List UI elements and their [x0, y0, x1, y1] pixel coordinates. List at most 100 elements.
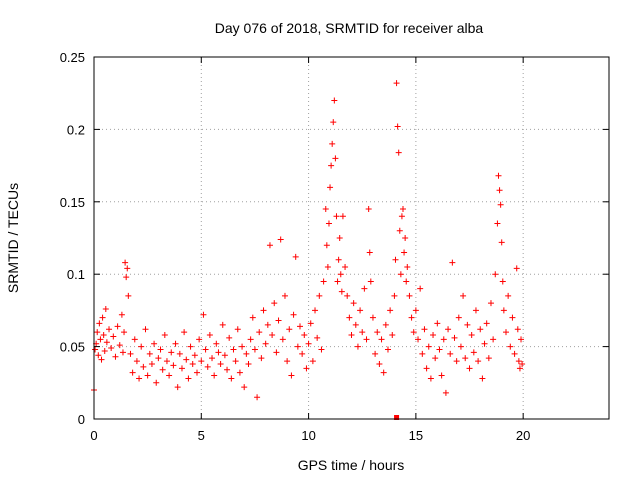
data-point — [485, 355, 492, 362]
data-point — [232, 358, 239, 365]
data-point — [336, 235, 343, 241]
data-point — [438, 372, 445, 379]
data-point — [337, 271, 344, 278]
data-point — [273, 349, 280, 356]
data-point — [290, 311, 297, 318]
data-point — [403, 278, 410, 285]
data-point — [97, 336, 104, 343]
data-point — [112, 353, 119, 360]
data-point — [213, 340, 220, 347]
data-point — [224, 366, 231, 373]
data-point — [294, 343, 301, 350]
data-point — [196, 336, 203, 343]
data-point — [198, 358, 205, 365]
data-point — [359, 329, 366, 336]
data-point — [440, 336, 447, 343]
data-point — [505, 292, 512, 299]
data-point — [391, 292, 398, 299]
data-point — [401, 249, 408, 256]
data-point — [221, 352, 228, 359]
data-point — [363, 336, 370, 343]
data-point — [316, 292, 323, 299]
data-point — [402, 235, 409, 241]
data-point — [393, 80, 400, 87]
data-point — [314, 334, 321, 341]
data-point — [174, 384, 181, 391]
data-point — [309, 358, 316, 365]
data-point — [125, 292, 132, 299]
data-point — [170, 362, 177, 369]
data-point — [455, 314, 462, 321]
data-point — [344, 292, 351, 299]
data-point — [266, 242, 273, 249]
data-point — [324, 263, 331, 270]
data-point — [94, 329, 101, 336]
data-point — [269, 332, 276, 339]
y-tick-label: 0.2 — [67, 122, 85, 137]
data-point — [432, 355, 439, 362]
data-point — [468, 332, 475, 339]
data-point — [322, 206, 329, 213]
data-point — [297, 323, 303, 330]
data-point — [369, 314, 376, 321]
data-point — [327, 184, 334, 191]
data-point — [161, 332, 168, 339]
data-point — [254, 394, 261, 401]
data-point — [142, 326, 149, 333]
data-point — [423, 365, 430, 372]
data-point — [449, 259, 456, 266]
data-point — [507, 343, 514, 350]
data-point — [427, 375, 434, 382]
data-point — [189, 360, 196, 367]
data-point — [352, 321, 359, 328]
data-point — [430, 332, 437, 339]
data-point — [320, 278, 327, 285]
data-point — [307, 320, 314, 327]
y-tick-label: 0.05 — [60, 340, 85, 355]
data-point — [333, 213, 340, 220]
data-point — [472, 307, 479, 314]
data-point — [99, 314, 106, 321]
data-point — [392, 256, 399, 263]
data-point — [338, 288, 345, 295]
data-point — [183, 356, 190, 363]
data-point — [376, 360, 383, 367]
data-point — [382, 321, 389, 328]
data-point — [124, 265, 131, 272]
data-point — [133, 358, 140, 365]
data-point — [217, 360, 224, 367]
x-tick-label: 5 — [198, 428, 205, 443]
data-point — [470, 349, 477, 356]
data-point — [243, 350, 250, 357]
data-point — [335, 256, 342, 263]
data-point — [279, 336, 286, 343]
data-point — [155, 355, 162, 362]
data-point — [462, 355, 469, 362]
data-point — [312, 307, 319, 314]
data-point — [342, 263, 349, 270]
data-point — [483, 320, 490, 327]
data-point — [131, 336, 138, 343]
data-point — [384, 346, 391, 353]
data-point — [95, 352, 102, 359]
data-point — [251, 346, 258, 353]
data-point — [102, 305, 109, 312]
data-point — [367, 278, 374, 285]
data-point — [239, 343, 246, 350]
data-point — [153, 379, 160, 386]
data-point — [460, 292, 467, 299]
data-point — [301, 332, 308, 339]
data-point — [247, 336, 254, 343]
x-axis-label: GPS time / hours — [298, 457, 405, 473]
data-point — [215, 349, 222, 356]
data-point — [494, 220, 501, 227]
data-point — [518, 336, 525, 343]
data-point — [348, 332, 355, 339]
data-point — [346, 314, 353, 321]
data-point — [415, 336, 422, 343]
data-point — [168, 349, 175, 356]
data-point — [157, 346, 164, 353]
data-point — [412, 307, 419, 314]
data-point — [318, 346, 325, 353]
data-point — [159, 366, 166, 373]
